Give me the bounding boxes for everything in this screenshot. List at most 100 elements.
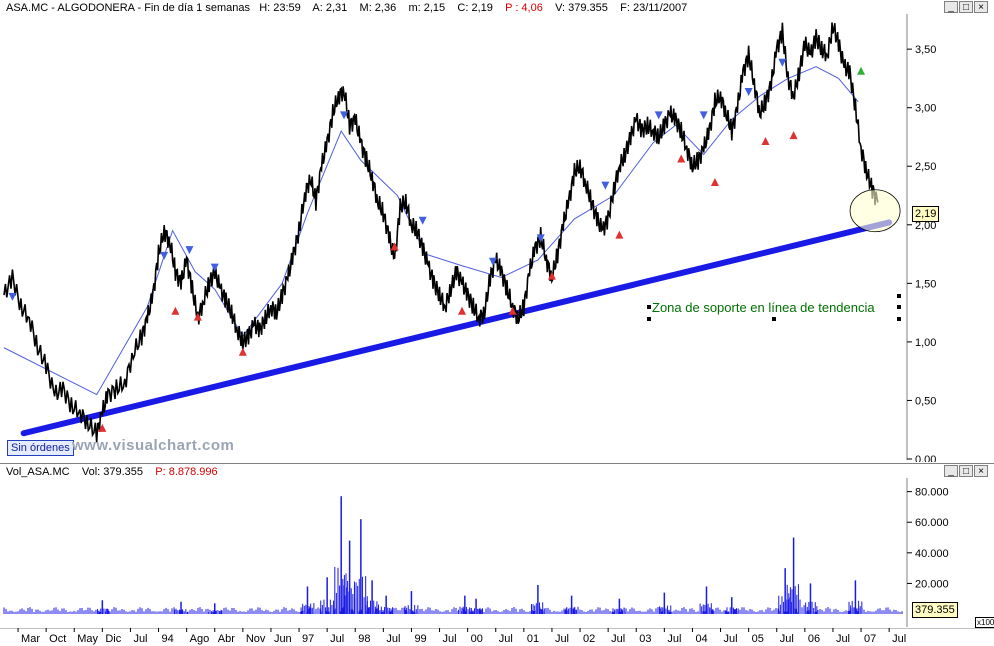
y-tick-label: 1,50 xyxy=(915,278,936,290)
x-tick-label: 94 xyxy=(162,633,174,645)
x-tick-label: 00 xyxy=(471,633,483,645)
x-tick-label: 05 xyxy=(752,633,764,645)
header-m: M: 2,36 xyxy=(359,2,397,14)
x-tick-label: 03 xyxy=(639,633,651,645)
header-a: A: 2,31 xyxy=(312,2,348,14)
x-tick-label: Jul xyxy=(780,633,794,645)
x-tick-label: Jun xyxy=(274,633,292,645)
buy-signal-arrow xyxy=(390,242,399,251)
highlight-circle xyxy=(849,189,901,233)
header-p: P : 4,06 xyxy=(505,2,543,14)
sell-signal-arrow xyxy=(340,111,349,120)
x-tick-label: 99 xyxy=(414,633,426,645)
scale-x100-label: x100 xyxy=(975,617,994,628)
buy-signal-arrow xyxy=(171,306,180,315)
x-tick-label: Jul xyxy=(555,633,569,645)
buy-signal-arrow xyxy=(615,230,624,239)
close-button[interactable]: × xyxy=(974,1,988,13)
volume-p: P: 8.878.996 xyxy=(155,466,218,478)
x-tick-label: Ago xyxy=(190,633,210,645)
sell-signal-arrow xyxy=(160,251,169,260)
close-button[interactable]: × xyxy=(974,465,988,477)
selection-handle[interactable] xyxy=(772,317,776,321)
x-tick-label: 04 xyxy=(695,633,707,645)
selection-handle[interactable] xyxy=(897,305,901,309)
selection-handle[interactable] xyxy=(647,305,651,309)
x-tick-label: Jul xyxy=(724,633,738,645)
buy-signal-arrow xyxy=(761,136,770,145)
y-tick-label: 2,50 xyxy=(915,161,936,173)
volume-label: Vol_ASA.MC xyxy=(6,466,70,478)
x-tick-label: 02 xyxy=(583,633,595,645)
sell-signal-arrow xyxy=(778,58,787,67)
selection-handle[interactable] xyxy=(897,317,901,321)
buy-signal-arrow xyxy=(508,306,517,315)
x-tick-label: Jul xyxy=(836,633,850,645)
header-f: F: 23/11/2007 xyxy=(620,2,688,14)
y-tick-label: 2,00 xyxy=(915,220,936,232)
sin-ordenes-button[interactable]: Sin órdenes xyxy=(7,440,74,456)
x-tick-label: Nov xyxy=(246,633,266,645)
sell-signal-arrow xyxy=(8,292,17,301)
x-tick-label: Jul xyxy=(133,633,147,645)
header-h: H: 23:59 xyxy=(259,2,301,14)
minimize-button[interactable]: _ xyxy=(944,1,958,13)
volume-vol: Vol: 379.355 xyxy=(81,466,144,478)
x-axis: Mar Oct May Dic Jul 94 Ago Abr Nov Jun 97 Jul 98 Jul 9… xyxy=(0,628,994,645)
volume-badge: 379.355 xyxy=(912,602,958,618)
header-symbol: ASA.MC xyxy=(6,2,49,14)
sell-signal-arrow xyxy=(744,87,753,96)
buy-signal-arrow xyxy=(677,154,686,163)
sell-signal-arrow xyxy=(536,234,545,243)
sell-signal-arrow xyxy=(654,111,663,120)
x-tick-label: Jul xyxy=(892,633,906,645)
y-tick-label: 0,00 xyxy=(915,454,936,462)
buy-signal-arrow xyxy=(857,66,866,75)
buy-signal-arrow xyxy=(547,271,556,280)
x-tick-label: 01 xyxy=(527,633,539,645)
x-tick-label: Dic xyxy=(105,633,121,645)
selection-handle[interactable] xyxy=(897,294,901,298)
header-period: Fin de día 1 semanas xyxy=(144,2,250,14)
y-tick-label: 0,50 xyxy=(915,395,936,407)
volume-y-tick-label: 80.000 xyxy=(915,487,949,499)
volume-pane: Vol_ASA.MC Vol: 379.355 P: 8.878.996 _ □… xyxy=(0,463,994,629)
swing-line xyxy=(3,66,859,396)
volume-y-tick-label: 40.000 xyxy=(915,548,949,560)
support-annotation: Zona de soporte en línea de tendencia xyxy=(652,300,875,315)
price-header: ASA.MC - ALGODONERA - Fin de día 1 seman… xyxy=(6,2,688,14)
support-trendline xyxy=(20,219,893,437)
buy-signal-arrow xyxy=(710,177,719,186)
x-tick-label: Jul xyxy=(386,633,400,645)
sell-signal-arrow xyxy=(488,257,497,266)
header-name: ALGODONERA xyxy=(57,2,135,14)
x-tick-label: 07 xyxy=(864,633,876,645)
sell-signal-arrow xyxy=(210,263,219,272)
header-mn: m: 2,15 xyxy=(408,2,446,14)
buy-signal-arrow xyxy=(458,306,467,315)
x-tick-label: 06 xyxy=(808,633,820,645)
selection-handle[interactable] xyxy=(647,317,651,321)
watermark: www.visualchart.com xyxy=(72,437,235,454)
maximize-button[interactable]: □ xyxy=(959,1,973,13)
maximize-button[interactable]: □ xyxy=(959,465,973,477)
y-tick-label: 3,50 xyxy=(915,44,936,56)
buy-signal-arrow xyxy=(193,312,202,321)
volume-y-tick-label: 20.000 xyxy=(915,578,949,590)
price-series-line xyxy=(3,22,879,443)
x-tick-label: Jul xyxy=(330,633,344,645)
header-v: V: 379.355 xyxy=(555,2,608,14)
buy-signal-arrow xyxy=(789,131,798,140)
x-tick-label: Jul xyxy=(499,633,513,645)
price-chart: 0,00 0,50 1,00 1,50 2,00 2,50 3,00 3,50 xyxy=(3,14,936,462)
x-tick-label: 98 xyxy=(358,633,370,645)
sell-signal-arrow xyxy=(185,246,194,255)
volume-header: Vol_ASA.MC Vol: 379.355 P: 8.878.996 xyxy=(6,466,218,478)
x-tick-label: Oct xyxy=(49,633,66,645)
x-tick-label: Jul xyxy=(611,633,625,645)
y-tick-label: 3,00 xyxy=(915,103,936,115)
x-tick-label: 97 xyxy=(302,633,314,645)
minimize-button[interactable]: _ xyxy=(944,465,958,477)
buy-signal-arrow xyxy=(98,423,107,432)
header-c: C: 2,19 xyxy=(457,2,493,14)
